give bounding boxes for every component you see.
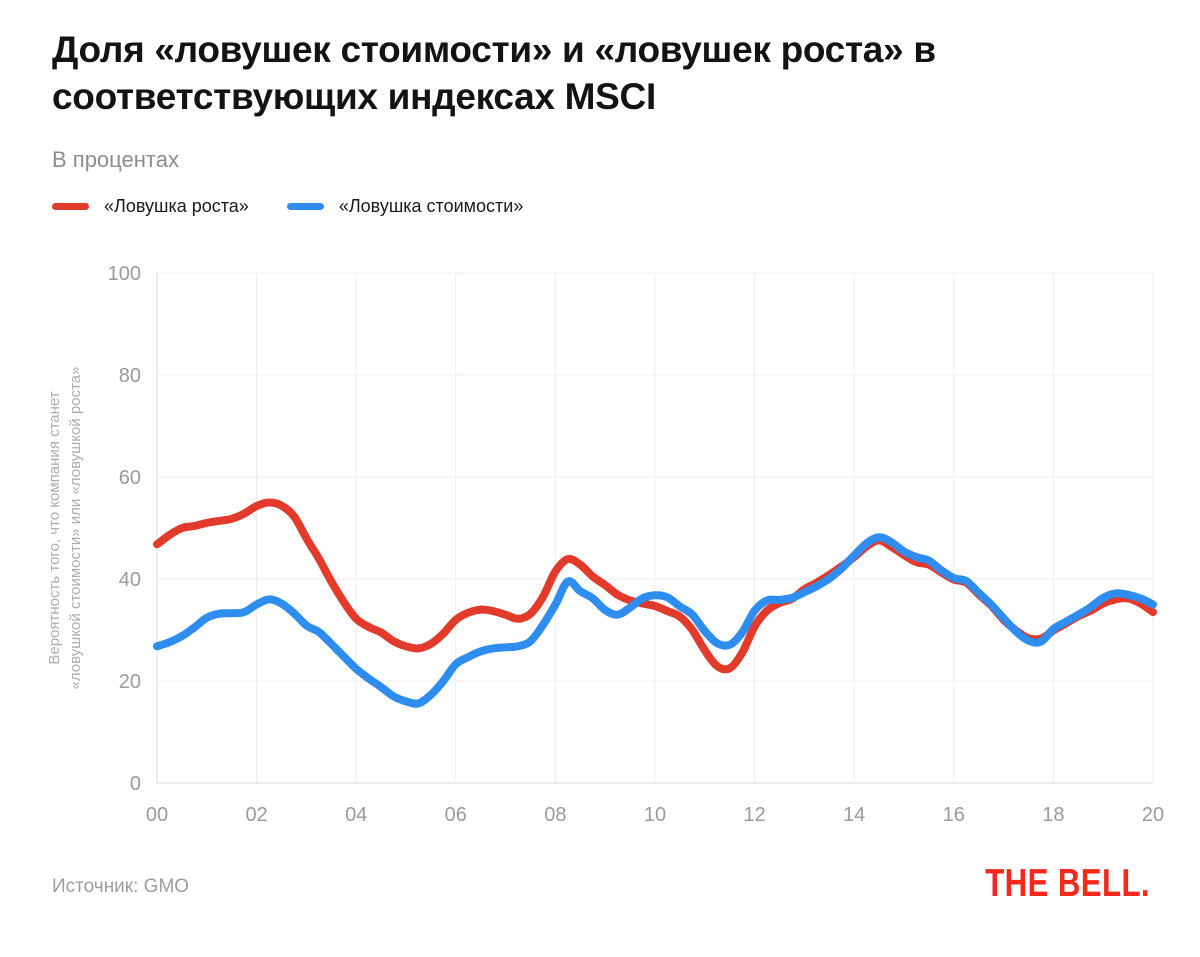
x-tick-label: 10 xyxy=(644,804,666,826)
y-tick-label: 0 xyxy=(130,773,141,795)
x-tick-label: 08 xyxy=(544,804,566,826)
source-credit: Источник: GMO xyxy=(52,876,190,897)
y-tick-label: 100 xyxy=(108,263,141,285)
growth-trap-label: «Ловушка роста» xyxy=(104,196,249,216)
x-tick-label: 18 xyxy=(1042,804,1064,826)
x-tick-label: 00 xyxy=(146,804,168,826)
value-trap-swatch xyxy=(286,203,324,210)
x-tick-label: 16 xyxy=(943,804,965,826)
page-title-line2: соответствующих индексах MSCI xyxy=(52,76,656,117)
y-tick-label: 80 xyxy=(119,365,141,387)
legend-item-growth-trap: «Ловушка роста» xyxy=(52,196,249,217)
value-trap-label: «Ловушка стоимости» xyxy=(338,196,524,216)
series-line-value-trap xyxy=(153,533,1157,708)
growth-trap-swatch xyxy=(52,203,89,210)
y-tick-label: 20 xyxy=(119,671,141,693)
y-tick-label: 60 xyxy=(119,467,141,489)
y-axis-title-line1: Вероятность того, что компания станет xyxy=(46,391,63,665)
y-axis-title-line2: «ловушкой стоимости» или «ловушкой роста… xyxy=(67,366,84,690)
y-axis-title: Вероятность того, что компания станет «л… xyxy=(44,313,88,743)
x-tick-label: 20 xyxy=(1142,804,1164,826)
x-tick-label: 12 xyxy=(743,804,765,826)
chart-legend: «Ловушка роста» «Ловушка стоимости» xyxy=(52,196,523,217)
x-tick-label: 04 xyxy=(345,804,367,826)
the-bell-logo: THE BELL. xyxy=(985,862,1150,905)
x-tick-label: 02 xyxy=(245,804,267,826)
y-tick-label: 40 xyxy=(119,569,141,591)
chart-subtitle: В процентах xyxy=(52,147,179,172)
page-title: Доля «ловушек стоимости» и «ловушек рост… xyxy=(52,26,936,120)
x-tick-label: 06 xyxy=(445,804,467,826)
page-title-line1: Доля «ловушек стоимости» и «ловушек рост… xyxy=(52,29,936,70)
x-tick-label: 14 xyxy=(843,804,865,826)
legend-item-value-trap: «Ловушка стоимости» xyxy=(286,196,524,217)
